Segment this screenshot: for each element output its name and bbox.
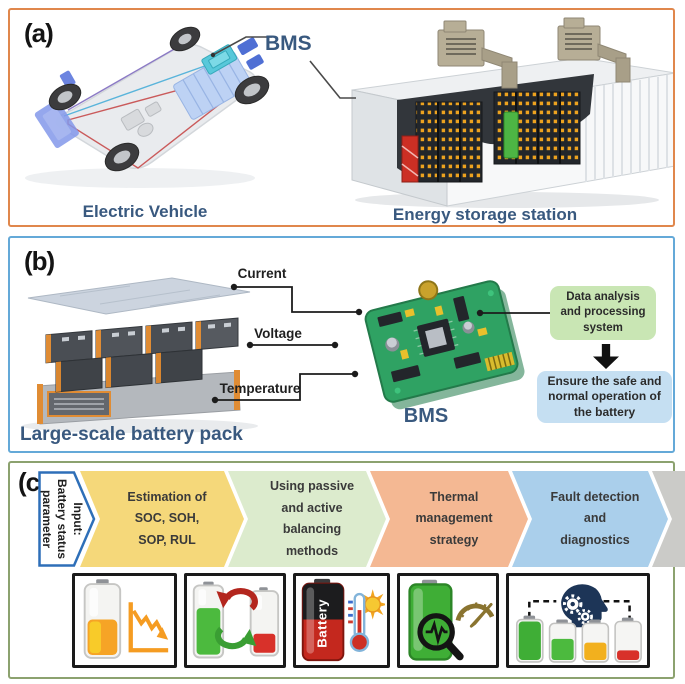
battery-pack-caption: Large-scale battery pack (20, 424, 243, 445)
icon-box-fault-detection (397, 573, 499, 668)
battery-word: Battery (314, 599, 329, 648)
step-balancing: Using passive and active balancing metho… (228, 471, 386, 567)
energy-storage-caption: Energy storage station (392, 205, 578, 224)
input-arrow: Input: Battery status parameter (38, 471, 96, 567)
input-arrow-label: Input: Battery status parameter (39, 478, 85, 560)
icon-box-balancing (184, 573, 286, 668)
bms-label-panel-a: BMS (265, 32, 312, 55)
electric-vehicle-illustration (25, 26, 270, 188)
capacity-decline-battery-icon (83, 579, 169, 659)
bms-label-panel-b: BMS (403, 405, 449, 427)
panel-a-tag: (a) (24, 18, 54, 48)
panel-a-applications: (a) (8, 8, 675, 227)
step-fault-detection: Fault detection and diagnostics (512, 471, 668, 567)
current-label: Current (237, 266, 287, 281)
panel-c-bms-functions: (c) Input: Battery status parameter Esti… (8, 461, 675, 679)
battery-thermal-sun-icon: Battery (301, 578, 385, 662)
data-analysis-box: Data analysis and processing system (550, 286, 656, 340)
electric-vehicle-caption: Electric Vehicle (82, 202, 208, 221)
bms-pointer-lines (210, 36, 356, 99)
step-estimation: Estimation of SOC, SOH, SOP, RUL (80, 471, 244, 567)
panel-b-bms-system: (b) (8, 236, 675, 453)
fault-detection-magnifier-gauge-icon (408, 579, 494, 661)
cell-balancing-arrows-icon (192, 581, 280, 659)
safe-operation-box: Ensure the safe and normal operation of … (537, 371, 672, 423)
panel-b-illustrations (22, 277, 550, 433)
function-icons-row: Battery (72, 573, 650, 668)
step-thermal: Thermal management strategy (370, 471, 528, 567)
icon-box-evaluation (506, 573, 650, 668)
energy-storage-station-illustration (351, 17, 673, 208)
signal-connector-lines (211, 283, 550, 404)
voltage-label: Voltage (254, 326, 302, 341)
icon-box-estimation (72, 573, 177, 668)
input-arrow-shape-icon (38, 471, 96, 567)
temperature-label: Temperature (219, 381, 301, 396)
ev-wheels (48, 26, 270, 172)
icon-box-thermal: Battery (293, 573, 390, 668)
battery-cells (45, 317, 239, 393)
function-flow: Input: Battery status parameter Estimati… (38, 471, 685, 567)
ev-bms-module (201, 44, 238, 75)
hvac-units (437, 17, 631, 89)
bms-pcb-illustration (364, 280, 525, 410)
battery-pack-illustration (22, 277, 258, 433)
panel-b-tag: (b) (24, 246, 55, 276)
evaluation-brain-gears-batteries-icon (516, 584, 642, 663)
panel-a-illustrations (25, 17, 673, 208)
